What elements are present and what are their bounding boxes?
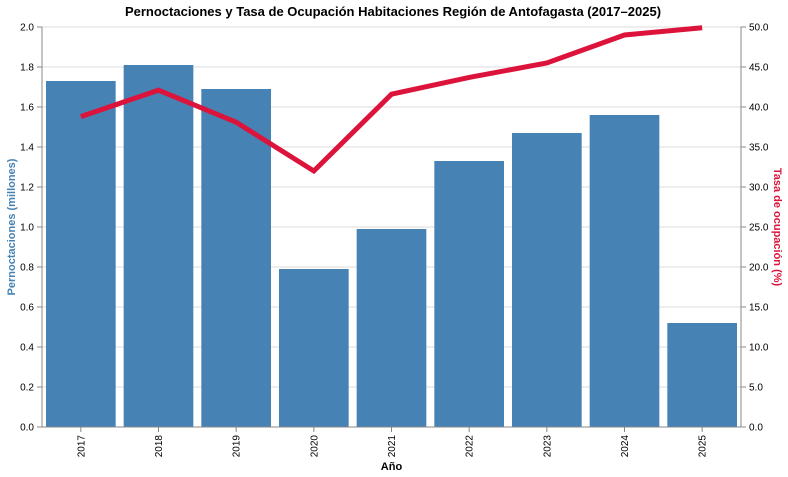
y-axis-title-left: Pernoctaciones (millones) [6,158,18,295]
y-tick-label-right: 15.0 [749,303,769,314]
bar-2019 [201,89,271,427]
x-tick-label-2022: 2022 [465,435,476,458]
bar-2024 [589,115,660,427]
x-tick-label-2018: 2018 [154,435,165,458]
y-tick-label-left: 0.2 [20,383,34,394]
y-tick-label-right: 0.0 [749,423,763,434]
x-tick-label-2021: 2021 [387,435,398,458]
x-tick-label-2023: 2023 [542,435,553,458]
x-tick-label-2025: 2025 [698,435,709,458]
y-tick-label-right: 10.0 [749,343,769,354]
y-tick-label-left: 0.8 [20,263,34,274]
occupancy-line [80,25,703,175]
x-tick-label-2017: 2017 [76,435,87,458]
y-tick-label-left: 0.0 [20,423,34,434]
y-tick-label-right: 30.0 [749,183,769,194]
bar-2021 [356,229,427,427]
y-tick-label-left: 1.4 [20,143,34,154]
bar-2023 [512,133,582,427]
bars [46,65,737,427]
y-axis-title-right: Tasa de ocupación (%) [771,168,783,287]
y-tick-label-left: 1.8 [20,63,34,74]
bar-2020 [279,269,349,427]
y-tick-label-left: 1.0 [20,223,34,234]
y-tick-label-right: 25.0 [749,223,769,234]
y-tick-label-left: 0.6 [20,303,34,314]
y-tick-label-right: 5.0 [749,383,763,394]
x-axis-title: Año [381,461,403,473]
chart-title: Pernoctaciones y Tasa de Ocupación Habit… [125,4,661,19]
y-tick-label-right: 45.0 [749,63,769,74]
x-tick-label-2019: 2019 [232,435,243,458]
y-tick-label-left: 1.6 [20,103,34,114]
y-tick-label-left: 0.4 [20,343,34,354]
y-tick-label-right: 40.0 [749,103,769,114]
y-tick-label-right: 50.0 [749,23,769,34]
bar-2017 [46,81,116,427]
bar-2025 [667,323,737,427]
x-tick-label-2024: 2024 [620,435,631,458]
occupancy-rate-line [80,25,703,175]
x-tick-label-2020: 2020 [309,435,320,458]
y-tick-label-right: 35.0 [749,143,769,154]
bar-2022 [434,161,504,427]
y-tick-label-left: 1.2 [20,183,34,194]
y-tick-label-right: 20.0 [749,263,769,274]
y-tick-label-left: 2.0 [20,23,34,34]
bar-2018 [123,65,194,427]
axes: 0.0 0.2 0.4 0.6 0.8 1.0 1.2 1.4 1.6 1.8 2.0 0.0 5.0 1… [20,23,769,458]
